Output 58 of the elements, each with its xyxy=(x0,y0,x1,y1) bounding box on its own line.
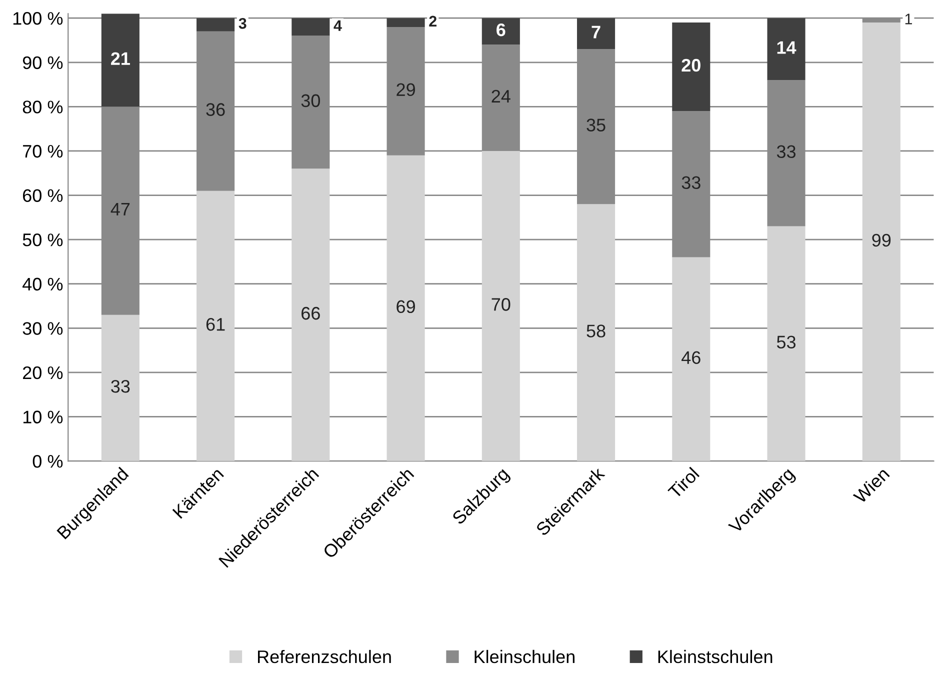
data-label: 30 xyxy=(301,94,320,108)
data-label: 70 xyxy=(492,298,510,311)
y-tick-label: 90 % xyxy=(22,56,63,70)
bar xyxy=(482,150,520,462)
bar xyxy=(292,168,330,462)
legend-label: Kleinstschulen xyxy=(658,650,772,664)
data-label: 66 xyxy=(302,306,320,320)
bar xyxy=(577,204,616,462)
bar xyxy=(577,18,616,50)
bar xyxy=(386,155,425,462)
bar xyxy=(101,14,140,107)
bar xyxy=(672,257,710,462)
data-label: 2 xyxy=(429,16,436,26)
bar xyxy=(482,18,520,45)
data-label: 1 xyxy=(905,14,912,24)
bar xyxy=(767,226,806,462)
data-label: 20 xyxy=(682,58,700,72)
bar xyxy=(767,18,806,80)
data-label: 14 xyxy=(777,41,796,54)
legend-label: Referenzschulen xyxy=(258,650,391,664)
data-label: 53 xyxy=(776,336,796,348)
bar xyxy=(196,190,235,462)
data-label: 47 xyxy=(110,203,130,216)
data-label: 6 xyxy=(496,23,506,36)
bar xyxy=(672,22,710,112)
data-label: 24 xyxy=(492,90,510,102)
data-label: 29 xyxy=(396,83,415,96)
y-tick-label: 100 % xyxy=(13,12,63,25)
y-tick-label: 50 % xyxy=(22,233,63,246)
data-label: 35 xyxy=(586,118,606,132)
y-tick-label: 70 % xyxy=(23,144,63,158)
y-tick-label: 60 % xyxy=(23,189,63,202)
data-label: 46 xyxy=(682,351,700,364)
data-label: 7 xyxy=(592,26,600,38)
bar xyxy=(862,22,900,462)
y-tick-label: 30 % xyxy=(22,322,63,335)
data-label: 58 xyxy=(586,324,606,338)
data-label: 33 xyxy=(111,380,130,393)
data-label: 3 xyxy=(238,18,246,29)
y-tick-label: 40 % xyxy=(22,278,63,291)
y-tick-label: 80 % xyxy=(22,100,63,114)
bar xyxy=(101,314,140,462)
data-label: 33 xyxy=(776,145,796,158)
data-label: 61 xyxy=(206,318,225,331)
data-label: 36 xyxy=(206,103,225,116)
y-tick-label: 10 % xyxy=(23,410,63,424)
data-label: 4 xyxy=(334,20,342,31)
bar xyxy=(386,18,425,27)
data-label: 69 xyxy=(396,300,415,314)
bar xyxy=(196,18,235,32)
data-label: 99 xyxy=(872,234,891,247)
bar xyxy=(292,18,330,36)
legend-label: Kleinschulen xyxy=(474,650,574,664)
y-tick-label: 20 % xyxy=(23,366,63,380)
data-label: 21 xyxy=(111,52,130,65)
y-tick-label: 0 % xyxy=(32,454,63,468)
x-tick-label: Tirol xyxy=(667,466,700,500)
data-label: 33 xyxy=(682,176,700,190)
